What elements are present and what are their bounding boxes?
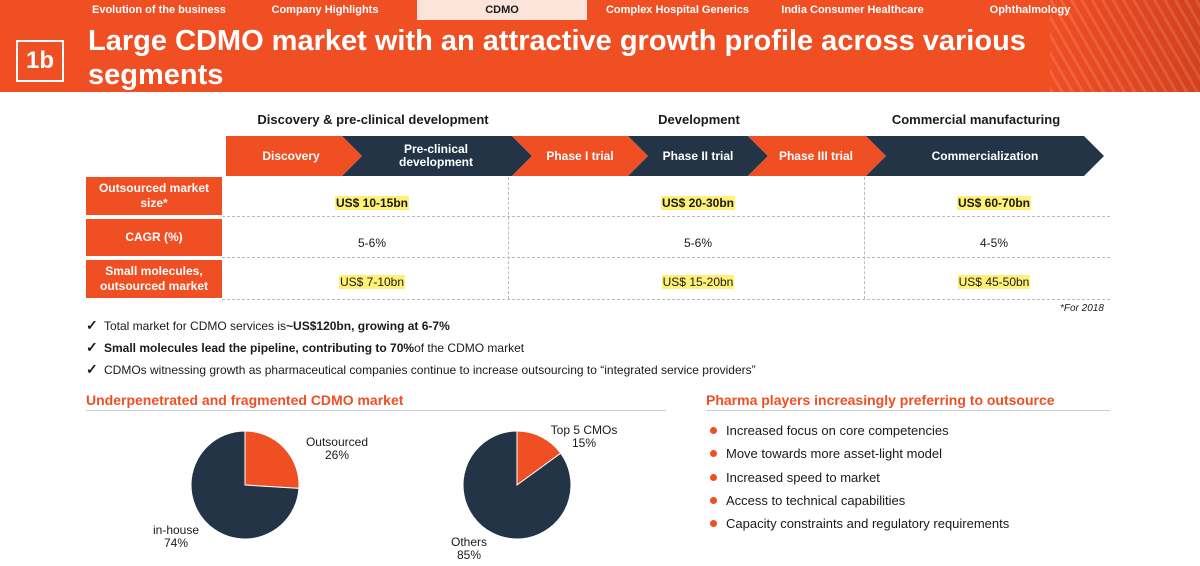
nav-tab-cdmo[interactable]: CDMO [417,0,587,20]
small-molecules-development: US$ 15-20bn [661,275,735,289]
chevron-phase-1 [512,136,648,176]
stage-label-preclinical: Pre-clinical development [398,142,473,169]
section-badge: 1b [16,40,64,82]
nav-tab-india-consumer-healthcare[interactable]: India Consumer Healthcare [781,4,924,16]
footnote: *For 2018 [1060,303,1104,314]
bullet-dot-icon [710,450,717,457]
group-header-discovery: Discovery & pre-clinical development [257,112,489,127]
stage-label-phase-3: Phase III trial [778,149,854,163]
list-item: Access to technical capabilities [710,493,905,508]
bullet-dot-icon [710,427,717,434]
pie-chart-cmo-share [462,430,572,540]
column-divider [508,177,509,299]
stage-label-discovery: Discovery [262,149,320,163]
pie1-label-outsourced: Outsourced 26% [305,435,369,462]
row-divider [222,216,1110,217]
check-icon: ✓ [86,361,98,377]
nav-tab-evolution[interactable]: Evolution of the business [92,4,226,16]
cagr-development: 5-6% [683,236,712,250]
group-header-commercial: Commercial manufacturing [891,112,1061,127]
stage-label-phase-2: Phase II trial [662,149,734,163]
list-item: Capacity constraints and regulatory requ… [710,516,1009,531]
row-label-market-size: Outsourced market size* [86,177,222,215]
bullet-dot-icon [710,474,717,481]
check-icon: ✓ [86,317,98,333]
left-section-rule [86,410,666,411]
nav-tab-complex-hospital-generics[interactable]: Complex Hospital Generics [605,4,750,16]
stage-label-commercialization: Commercialization [931,149,1039,163]
left-section-title: Underpenetrated and fragmented CDMO mark… [86,392,404,408]
market-size-development: US$ 20-30bn [660,196,736,210]
list-item: Increased focus on core competencies [710,423,949,438]
pie-slice-top5-cmos [516,430,562,486]
list-item: Move towards more asset-light model [710,446,942,461]
chevron-commercialization [866,136,1104,176]
key-bullet: ✓ CDMOs witnessing growth as pharmaceuti… [86,361,756,377]
group-header-development: Development [658,112,740,127]
chevron-preclinical [342,136,532,176]
chevron-phase-2 [628,136,768,176]
row-label-cagr: CAGR (%) [86,219,222,256]
cagr-discovery: 5-6% [357,236,386,250]
row-divider [222,257,1110,258]
key-bullet: ✓ Total market for CDMO services is ~US$… [86,317,450,333]
right-section-title: Pharma players increasingly preferring t… [706,392,1055,408]
nav-tab-company-highlights[interactable]: Company Highlights [271,4,379,16]
nav-tab-ophthalmology[interactable]: Ophthalmology [989,4,1071,16]
bullet-dot-icon [710,520,717,527]
market-size-discovery: US$ 10-15bn [334,196,410,210]
chevron-phase-3 [748,136,886,176]
pie-slice-inhouse [190,430,300,540]
row-divider [222,299,1110,300]
pie-chart-outsourcing [190,430,300,540]
bullet-dot-icon [710,497,717,504]
pie-slice-others [462,430,572,540]
key-bullet: ✓ Small molecules lead the pipeline, con… [86,339,525,355]
stage-label-phase-1: Phase I trial [546,149,614,163]
pie2-label-top5: Top 5 CMOs 15% [550,423,618,450]
pie-slice-outsourced [244,430,300,489]
header-banner: Evolution of the business Company Highli… [0,0,1200,92]
page-title: Large CDMO market with an attractive gro… [88,25,1026,91]
list-item: Increased speed to market [710,470,880,485]
market-size-commercial: US$ 60-70bn [956,196,1032,210]
small-molecules-discovery: US$ 7-10bn [338,275,406,289]
chevron-discovery [226,136,362,176]
column-divider [864,177,865,299]
row-label-small-molecules: Small molecules, outsourced market [86,260,222,298]
cagr-commercial: 4-5% [979,236,1008,250]
section-nav: Evolution of the business Company Highli… [0,0,1200,20]
pie1-label-inhouse: in-house 74% [152,523,200,550]
pie2-label-others: Others 85% [450,535,487,562]
small-molecules-commercial: US$ 45-50bn [957,275,1031,289]
right-section-rule [706,410,1110,411]
check-icon: ✓ [86,339,98,355]
header-decoration [1050,0,1200,92]
